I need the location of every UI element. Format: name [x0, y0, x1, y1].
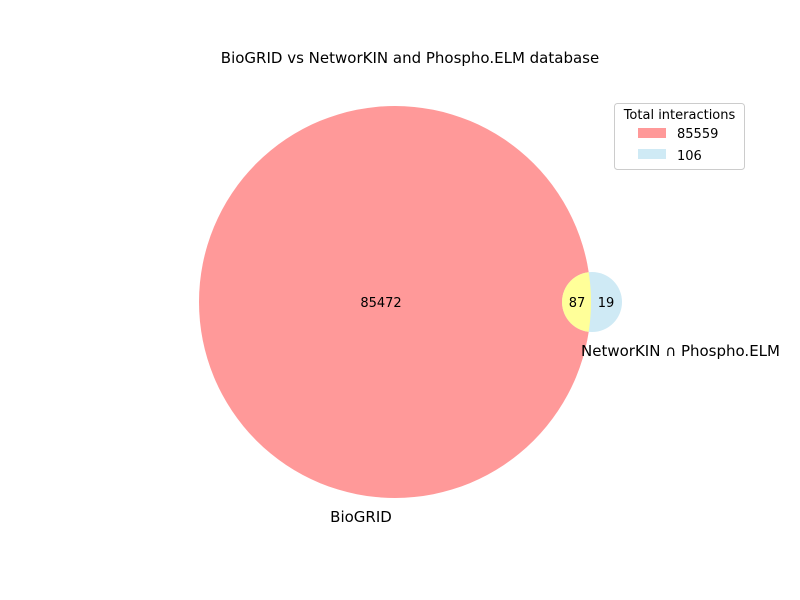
chart-title: BioGRID vs NetworKIN and Phospho.ELM dat… [221, 49, 599, 67]
legend-title: Total interactions [623, 108, 736, 123]
legend-label-106: 106 [677, 149, 702, 164]
region-label-only-biogrid: 85472 [360, 296, 401, 311]
venn-intersection [562, 272, 591, 332]
set-label-networkin-phosphoelm: NetworKIN ∩ Phospho.ELM [581, 342, 780, 360]
legend-swatch-106 [638, 149, 666, 159]
legend-swatch-85559 [638, 128, 666, 138]
region-label-only-networkin-phosphoelm: 19 [598, 296, 615, 311]
legend: Total interactions 85559 106 [614, 103, 745, 170]
set-label-biogrid: BioGRID [330, 508, 392, 526]
region-label-intersection: 87 [569, 296, 586, 311]
venn-circle-biogrid [199, 106, 591, 498]
legend-label-85559: 85559 [677, 127, 718, 142]
